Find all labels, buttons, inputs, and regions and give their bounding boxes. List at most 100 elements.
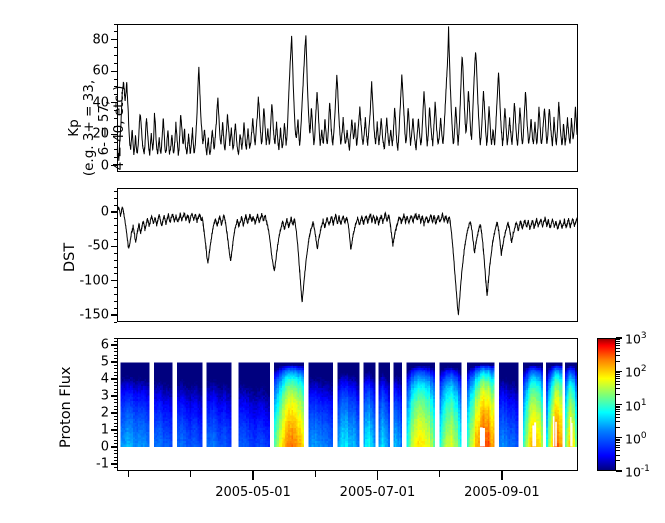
spectrogram-cell xyxy=(121,431,124,435)
spectrogram-cell xyxy=(280,382,283,385)
spectrogram-cell xyxy=(283,404,286,407)
spectrogram-cell xyxy=(229,364,232,367)
spectrogram-cell xyxy=(134,424,137,427)
spectrogram-cell xyxy=(229,395,232,398)
spectrogram-cell xyxy=(247,404,250,407)
spectrogram-cell xyxy=(291,408,294,411)
spectrogram-cell xyxy=(229,371,232,374)
spectrogram-cell xyxy=(224,393,227,396)
spectrogram-cell xyxy=(267,371,270,374)
spectrogram-cell xyxy=(161,364,164,367)
spectrogram-cell xyxy=(224,377,227,380)
spectrogram-cell xyxy=(120,417,123,420)
spectrogram-cell xyxy=(170,366,173,369)
spectrogram-cell xyxy=(136,369,139,373)
spectrogram-cell xyxy=(267,382,270,385)
spectrogram-cell xyxy=(200,378,203,382)
spectrogram-cell xyxy=(139,431,142,435)
spectrogram-cell xyxy=(310,399,313,402)
spectrogram-cell xyxy=(247,375,250,378)
spectrogram-cell xyxy=(166,371,168,374)
spectrogram-cell xyxy=(222,406,225,409)
spectrogram-cell xyxy=(128,369,131,373)
spectrogram-cell xyxy=(184,389,187,393)
spectrogram-cell xyxy=(291,444,294,447)
spectrogram-cell xyxy=(147,369,150,373)
spectrogram-cell xyxy=(258,441,261,444)
spectrogram-cell xyxy=(162,433,165,436)
spectrogram-cell xyxy=(216,417,219,420)
spectrogram-cell xyxy=(297,399,300,402)
spectrogram-cell xyxy=(294,377,297,380)
spectrogram-cell xyxy=(277,389,280,393)
y-tick-minor xyxy=(113,125,117,127)
spectrogram-cell xyxy=(224,431,227,435)
spectrogram-cell xyxy=(209,380,212,383)
y-tick-label: 20 xyxy=(92,126,109,142)
spectrogram-cell xyxy=(314,430,317,433)
spectrogram-cell xyxy=(176,439,179,442)
spectrogram-cell xyxy=(208,404,211,407)
spectrogram-cell xyxy=(221,424,224,427)
spectrogram-cell xyxy=(121,417,124,420)
spectrogram-cell xyxy=(206,391,209,394)
spectrogram-cell xyxy=(226,437,229,440)
spectrogram-cell xyxy=(242,384,245,387)
spectrogram-cell xyxy=(289,444,292,447)
spectrogram-cell xyxy=(219,424,222,427)
spectrogram-cell xyxy=(258,369,261,373)
spectrogram-cell xyxy=(255,402,258,405)
spectrogram-cell xyxy=(181,380,184,383)
spectrogram-cell xyxy=(128,371,131,374)
spectrogram-cell xyxy=(264,431,267,435)
spectrogram-cell xyxy=(253,417,256,420)
spectrogram-cell xyxy=(158,433,161,436)
spectrogram-cell xyxy=(129,380,132,383)
spectrogram-cell xyxy=(263,362,266,365)
spectrogram-cell xyxy=(266,393,269,396)
spectrogram-cell xyxy=(252,422,255,425)
spectrogram-cell xyxy=(283,371,286,374)
spectrogram-cell xyxy=(278,366,281,369)
spectrogram-cell xyxy=(264,380,267,383)
spectrogram-cell xyxy=(208,391,211,394)
spectrogram-cell xyxy=(133,384,136,387)
spectrogram-cell xyxy=(252,388,255,391)
spectrogram-cell xyxy=(195,413,198,416)
spectrogram-cell xyxy=(226,433,229,436)
spectrogram-cell xyxy=(217,417,220,420)
spectrogram-cell xyxy=(123,395,126,398)
spectrogram-cell xyxy=(128,422,131,425)
spectrogram-cell xyxy=(229,366,232,369)
spectrogram-cell xyxy=(267,400,270,404)
spectrogram-cell xyxy=(147,415,150,418)
spectrogram-cell xyxy=(208,386,211,389)
spectrogram-cell xyxy=(256,415,259,418)
spectrogram-cell xyxy=(314,442,317,446)
spectrogram-cell xyxy=(125,362,128,365)
spectrogram-cell xyxy=(267,433,270,436)
spectrogram-cell xyxy=(123,442,126,446)
spectrogram-cell xyxy=(294,408,297,411)
spectrogram-cell xyxy=(219,389,222,393)
spectrogram-cell xyxy=(241,373,244,376)
spectrogram-cell xyxy=(238,413,241,416)
spectrogram-cell xyxy=(294,393,297,396)
spectrogram-cell xyxy=(120,364,123,367)
spectrogram-cell xyxy=(258,378,261,382)
spectrogram-cell xyxy=(211,411,214,415)
proton-flux-spectrogram xyxy=(120,362,577,447)
spectrogram-cell xyxy=(126,417,129,420)
spectrogram-cell xyxy=(123,388,126,391)
spectrogram-cell xyxy=(187,417,190,420)
y-tick-major xyxy=(111,211,117,213)
spectrogram-cell xyxy=(266,417,269,420)
spectrogram-cell xyxy=(211,382,214,385)
spectrogram-cell xyxy=(133,397,136,400)
y-tick-minor xyxy=(113,225,117,227)
spectrogram-cell xyxy=(260,426,263,429)
spectrogram-cell xyxy=(297,389,300,393)
spectrogram-cell xyxy=(253,373,256,376)
spectrogram-cell xyxy=(169,420,171,424)
spectrogram-cell xyxy=(314,402,317,405)
